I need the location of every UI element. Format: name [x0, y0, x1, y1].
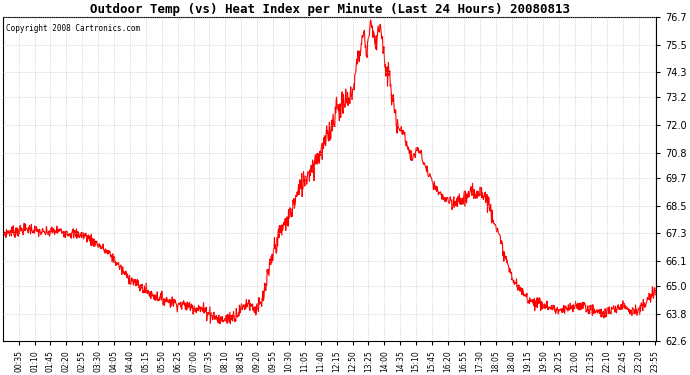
Text: Copyright 2008 Cartronics.com: Copyright 2008 Cartronics.com: [6, 24, 140, 33]
Title: Outdoor Temp (vs) Heat Index per Minute (Last 24 Hours) 20080813: Outdoor Temp (vs) Heat Index per Minute …: [90, 3, 570, 16]
